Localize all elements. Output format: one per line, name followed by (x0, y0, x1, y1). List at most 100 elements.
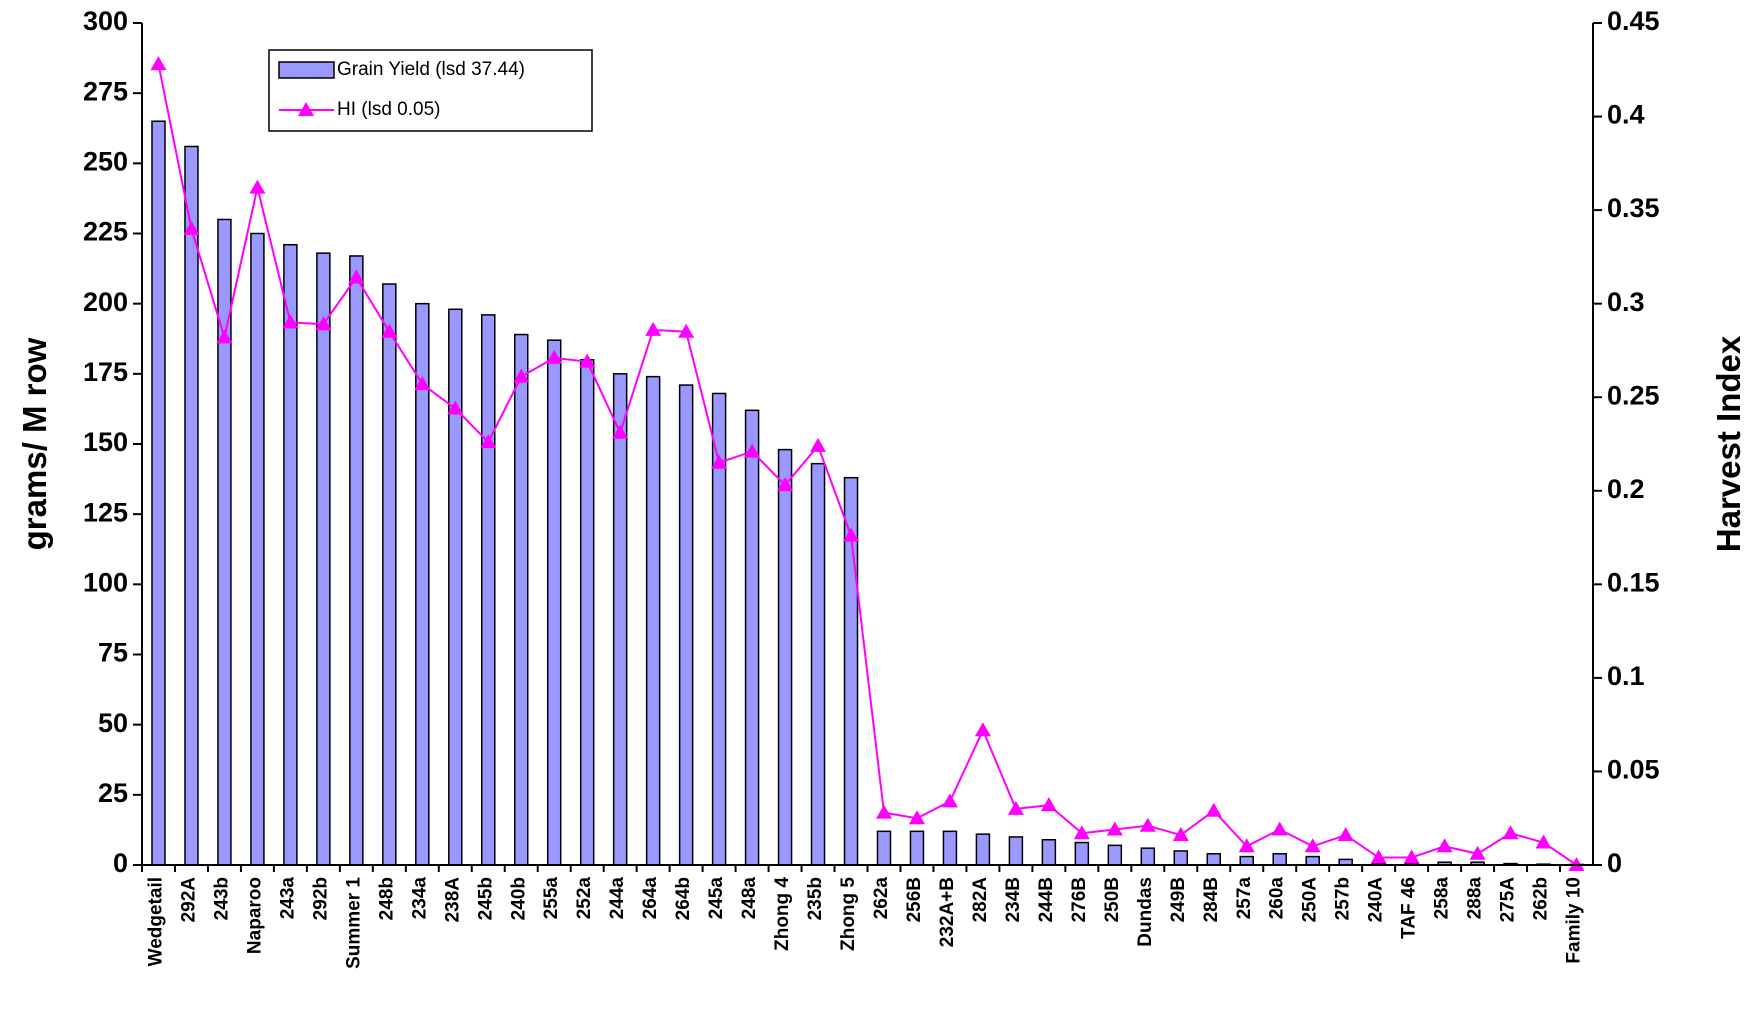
bar (283, 243, 298, 866)
legend-label: HI (lsd 0.05) (337, 99, 440, 120)
y-tick-label: 300 (83, 6, 128, 36)
marker (908, 810, 925, 825)
bar (1041, 838, 1057, 866)
y-tick-label: 175 (83, 357, 128, 387)
x-tick-label: Zhong 5 (838, 877, 859, 951)
y-tick-label: 75 (98, 638, 128, 668)
bar (744, 409, 760, 866)
x-tick-label: 248b (376, 877, 397, 920)
line (157, 63, 1578, 866)
marker (249, 179, 266, 194)
marker (1172, 827, 1189, 842)
bar (349, 255, 364, 866)
y-tick-label: 125 (83, 497, 128, 527)
x-tick-label: 262b (1531, 877, 1552, 920)
bar (612, 373, 628, 866)
marker (414, 376, 431, 391)
legend-marker (298, 102, 314, 116)
bar (810, 462, 826, 866)
y-tick-label: 150 (83, 427, 128, 457)
x-tick-label: 264b (673, 877, 694, 920)
bar (975, 833, 991, 866)
marker (315, 316, 332, 331)
bar (382, 283, 397, 866)
x-tick-label: 248a (739, 877, 760, 920)
x-tick-label: 240A (1366, 877, 1387, 923)
x-tick-label: 249B (1168, 877, 1189, 922)
x-tick-label: 240b (508, 877, 529, 920)
x-tick-label: 250B (1102, 877, 1123, 922)
marker (1535, 834, 1552, 849)
marker (974, 722, 991, 737)
marker (513, 368, 530, 383)
marker (875, 804, 892, 819)
x-tick-label: 260a (1267, 877, 1288, 920)
x-tick-label: 257a (1234, 877, 1255, 920)
bar (777, 448, 793, 866)
legend-label: Grain Yield (lsd 37.44) (337, 59, 525, 80)
marker (1073, 825, 1090, 840)
x-tick-label: Dundas (1135, 877, 1156, 947)
x-tick-label: 243a (277, 877, 298, 920)
x-tick-label: 288a (1465, 877, 1486, 920)
y-tick-label: 250 (83, 146, 128, 176)
marker (546, 349, 563, 364)
bar (546, 339, 562, 866)
marker (777, 477, 794, 492)
bar (513, 333, 529, 866)
x-tick-label: 262a (871, 877, 892, 920)
y-tick-label: 50 (98, 708, 128, 738)
x-tick-label: Summer 1 (343, 877, 364, 969)
bar (876, 830, 892, 866)
marker (678, 323, 695, 338)
x-tick-label: 264a (640, 877, 661, 920)
marker (348, 269, 365, 284)
y2-tick-label: 0.35 (1607, 193, 1660, 223)
x-tick-label: 232A+B (937, 877, 958, 947)
x-tick-label: 244a (607, 877, 628, 920)
x-tick-label: 276B (1069, 877, 1090, 922)
x-tick-label: 244B (1036, 877, 1057, 922)
x-tick-label: Zhong 4 (772, 877, 793, 951)
x-tick-label: 238A (442, 877, 463, 923)
bar (579, 359, 595, 866)
y-tick-label: 25 (98, 778, 128, 808)
marker (645, 321, 662, 336)
x-tick-label: 245b (475, 877, 496, 920)
y2-tick-label: 0.3 (1607, 287, 1645, 317)
marker (1370, 849, 1387, 864)
y2-tick-label: 0.1 (1607, 661, 1645, 691)
x-tick-label: TAF 46 (1399, 877, 1420, 939)
bar (250, 232, 265, 866)
marker (1271, 821, 1288, 836)
marker (744, 443, 761, 458)
bar (678, 384, 694, 866)
bar (1107, 844, 1123, 866)
marker (216, 329, 233, 344)
marker (480, 434, 497, 449)
marker (941, 793, 958, 808)
y-tick-label: 100 (83, 567, 128, 597)
x-tick-label: 250A (1300, 877, 1321, 923)
x-tick-label: 245a (706, 877, 727, 920)
marker (282, 314, 299, 329)
marker (1139, 817, 1156, 832)
x-tick-label: 243b (211, 877, 232, 920)
bar (1206, 853, 1222, 866)
y2-tick-label: 0.2 (1607, 474, 1645, 504)
marker (1205, 802, 1222, 817)
x-tick-label: 258a (1432, 877, 1453, 920)
legend-swatch (278, 61, 335, 79)
marker (1304, 838, 1321, 853)
bar (645, 375, 661, 866)
bar (448, 308, 463, 866)
x-tick-label: 252a (574, 877, 595, 920)
marker (1403, 849, 1420, 864)
y2-tick-label: 0.15 (1607, 567, 1660, 597)
marker (1106, 821, 1123, 836)
bar (909, 830, 925, 866)
x-tick-label: 292b (310, 877, 331, 920)
marker (810, 437, 827, 452)
y-tick-label: 200 (83, 287, 128, 317)
